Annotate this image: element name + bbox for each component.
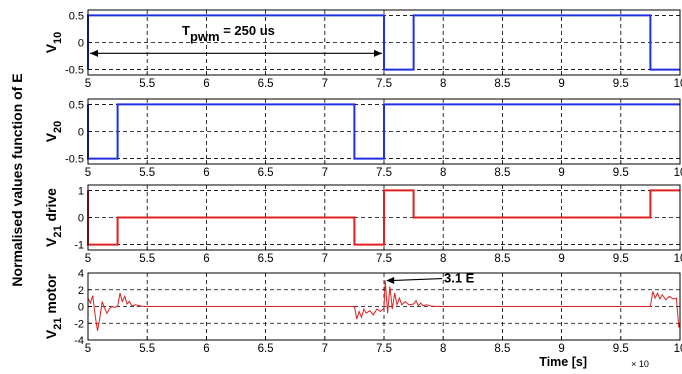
axes-frame: [87, 272, 681, 341]
x-tick-label: 8: [440, 343, 446, 355]
x-tick-label: 10: [674, 343, 682, 355]
x-exponent-label: × 10: [631, 359, 649, 369]
y-tick-label: 0: [78, 302, 84, 314]
peak-arrow-head: [386, 277, 395, 285]
x-tick-label: 10: [674, 253, 682, 265]
y-tick-label: 4: [78, 268, 84, 280]
x-tick-label: 5.5: [139, 253, 155, 265]
tpwm-arrow-head-left: [90, 49, 98, 57]
x-tick-label: 10: [674, 167, 682, 179]
y-tick-label: 0.5: [69, 99, 84, 111]
x-tick-label: 9.5: [613, 253, 629, 265]
y-tick-label: -1: [74, 240, 84, 252]
y-tick-label: -4: [74, 335, 84, 347]
x-tick-label: 6.5: [258, 343, 274, 355]
x-tick-label: 7: [322, 78, 328, 90]
x-tick-label: 5.5: [139, 343, 155, 355]
x-tick-label: 7.5: [376, 343, 392, 355]
x-axis-label: Time [s]: [539, 355, 587, 369]
x-tick-label: 8: [440, 253, 446, 265]
x-tick-label: 8.5: [494, 167, 510, 179]
x-tick-label: 8: [440, 78, 446, 90]
x-tick-label: 5: [85, 167, 91, 179]
tpwm-subscript: pwm: [190, 29, 220, 44]
x-tick-label: 9: [558, 167, 564, 179]
x-tick-label: 6: [203, 78, 209, 90]
x-tick-label: 8.5: [494, 343, 510, 355]
y-tick-label: 0: [78, 38, 84, 50]
x-tick-label: 5: [85, 343, 91, 355]
axes-frame: [87, 98, 681, 165]
x-tick-label: 8.5: [494, 78, 510, 90]
x-tick-label: 5: [85, 78, 91, 90]
x-tick-label: 7.5: [376, 78, 392, 90]
panel-y-label-main: V: [43, 329, 59, 339]
y-axis-label: Normalised values function of E: [9, 73, 25, 286]
x-tick-label: 6.5: [258, 253, 274, 265]
panel-4: 5 5.5 6 6.5 7 7.5 8 8.5 9 9.5 10 4 2 0 -2 -4 V21 motor 3.…: [43, 268, 682, 355]
panel-y-label-main: V: [43, 43, 59, 53]
x-tick-label: 9.5: [613, 167, 629, 179]
x-tick-label: 8: [440, 167, 446, 179]
y-tick-label: -2: [74, 318, 84, 330]
panel-y-label-subscript: 21: [52, 225, 64, 237]
x-tick-label: 6: [203, 167, 209, 179]
x-tick-label: 7: [322, 253, 328, 265]
panel-y-label-suffix: drive: [43, 188, 59, 226]
x-tick-label: 9.5: [613, 343, 629, 355]
axes-frame: [87, 184, 681, 251]
x-tick-label: 9: [558, 253, 564, 265]
panel-y-label: V21 drive: [43, 188, 64, 247]
peak-arrow-line: [391, 277, 443, 282]
y-tick-label: 1: [78, 185, 84, 197]
y-tick-label: 0: [78, 213, 84, 225]
x-tick-label: 7: [322, 343, 328, 355]
y-tick-label: -0.5: [65, 65, 84, 77]
x-tick-label: 6.5: [258, 78, 274, 90]
series-line: [87, 280, 681, 331]
y-tick-label: 0.5: [69, 10, 84, 22]
series-line: [87, 189, 680, 246]
panel-y-label-main: V: [43, 237, 59, 247]
panel-y-label: V20: [43, 121, 64, 143]
x-tick-label: 5: [85, 253, 91, 265]
panel-y-label-suffix: motor: [43, 273, 59, 317]
x-tick-label: 9.5: [613, 78, 629, 90]
panel-y-label-main: V: [43, 132, 59, 142]
tpwm-annotation: Tpwm = 250 us: [182, 23, 275, 44]
tpwm-value: = 250 us: [220, 23, 275, 38]
x-tick-label: 9: [558, 343, 564, 355]
tpwm-arrow-head-right: [374, 49, 382, 57]
y-tick-label: -0.5: [65, 154, 84, 166]
y-tick-label: 2: [78, 285, 84, 297]
x-tick-label: 7: [322, 167, 328, 179]
x-tick-label: 7.5: [376, 253, 392, 265]
tpwm-symbol: T: [182, 23, 190, 38]
x-tick-label: 7.5: [376, 167, 392, 179]
panel-y-label-subscript: 21: [52, 317, 64, 329]
x-tick-label: 9: [558, 78, 564, 90]
x-tick-label: 6: [203, 343, 209, 355]
series-line: [87, 14, 680, 71]
series-line: [87, 103, 680, 160]
x-tick-label: 5.5: [139, 167, 155, 179]
x-tick-label: 6.5: [258, 167, 274, 179]
panel-y-label-subscript: 20: [52, 121, 64, 133]
x-tick-label: 5.5: [139, 78, 155, 90]
axes-frame: [87, 9, 681, 76]
peak-annotation: 3.1 E: [444, 271, 475, 286]
x-tick-label: 8.5: [494, 253, 510, 265]
x-tick-label: 6: [203, 253, 209, 265]
panel-y-label-subscript: 10: [52, 32, 64, 44]
x-tick-label: 10: [674, 78, 682, 90]
y-tick-label: 0: [78, 127, 84, 139]
panel-y-label: V21 motor: [43, 273, 64, 339]
panel-y-label: V10: [43, 32, 64, 54]
